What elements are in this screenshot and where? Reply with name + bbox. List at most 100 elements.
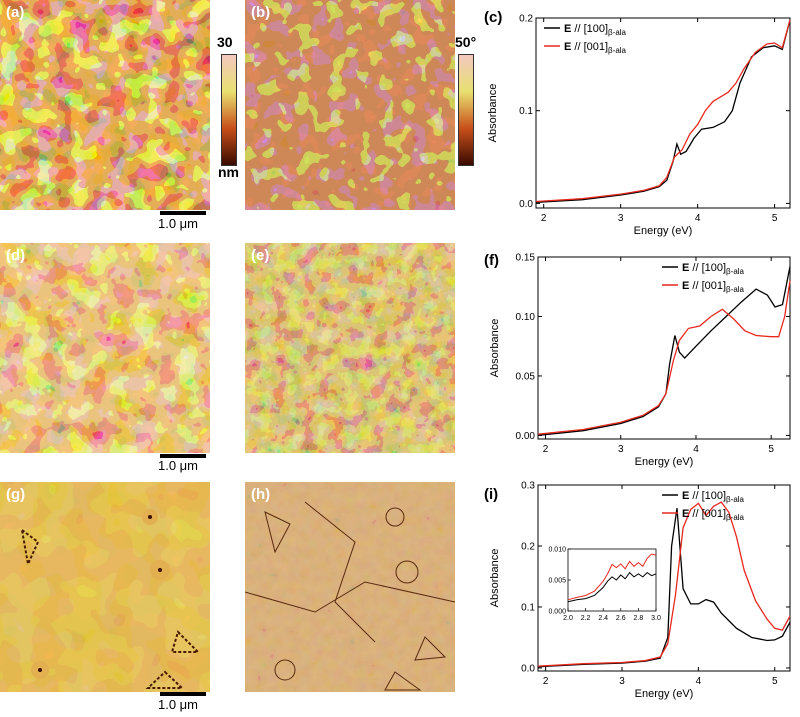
afm-height-image-g [0, 482, 210, 692]
afm-phase-image-e [245, 243, 455, 453]
panel-label-g: (g) [6, 486, 26, 503]
legend-dir-f-0: // [100] [689, 262, 726, 274]
inset-x-tick-label-5: 3.0 [651, 615, 661, 622]
legend-sub-i-1: β-ala [726, 513, 744, 522]
series-line-f-1 [537, 280, 791, 435]
afm-features-h [245, 501, 455, 691]
legend-text-f-1: E // [001]β-ala [682, 280, 745, 294]
y-tick-label-f-3: 0.15 [516, 253, 536, 264]
y-axis-label-c: Absorbance [487, 84, 499, 143]
inset-x-tick-label-0: 2.0 [563, 615, 573, 622]
afm-height-image-a [0, 0, 210, 210]
legend-text-f-0: E // [100]β-ala [682, 262, 745, 276]
y-axis-label-i: Absorbance [489, 549, 501, 608]
legend-e-f-0: E [682, 262, 689, 274]
colorbar-height-max: 30 [217, 34, 233, 50]
y-tick-label-i-1: 0.1 [521, 602, 535, 613]
panel-label-f: (f) [484, 252, 499, 269]
afm-height-image-d [0, 243, 210, 453]
inset-x-tick-label-3: 2.6 [616, 615, 626, 622]
x-tick-label-f-0: 2 [543, 444, 549, 455]
inset-frame-i [567, 548, 657, 612]
legend-e-f-1: E [682, 280, 689, 292]
panel-label-c: (c) [484, 9, 502, 26]
legend-sub-c-0: β-ala [608, 28, 626, 37]
legend-sub-i-0: β-ala [726, 495, 744, 504]
x-tick-label-f-1: 3 [618, 444, 624, 455]
chart-svg-f: (f) 2 3 4 5 0.00 0.05 0.10 0.15 Energy (eV) Absorb… [484, 252, 791, 468]
y-tick-label-i-3: 0.3 [521, 481, 535, 492]
inset-y-tick-label-2: 0.010 [548, 547, 566, 554]
x-tick-label-f-3: 5 [768, 444, 774, 455]
scale-label-d: 1.0 μm [158, 458, 199, 473]
y-tick-label-c-1: 0.1 [519, 106, 533, 117]
panel-label-d: (d) [6, 247, 26, 264]
x-axis-label-i: Energy (eV) [635, 688, 694, 700]
afm-features-g [20, 509, 201, 689]
legend-e-i-1: E [682, 508, 689, 520]
inset-series-line-0 [567, 571, 657, 603]
chart-svg-c: (c) 2 3 4 5 0.0 0.1 0.2 Energy (eV) Absorbance E /… [484, 9, 791, 237]
plot-frame-f [537, 256, 791, 440]
legend-sub-f-0: β-ala [726, 267, 744, 276]
legend-dir-i-0: // [100] [689, 490, 726, 502]
legend-text-i-1: E // [001]β-ala [682, 508, 745, 522]
legend-e-c-1: E [564, 41, 571, 53]
afm-texture-a [0, 0, 210, 210]
y-tick-label-c-0: 0.0 [519, 199, 533, 210]
y-tick-label-f-2: 0.10 [516, 312, 536, 323]
afm-texture-e [245, 243, 455, 453]
panel-label-h: (h) [251, 486, 271, 503]
legend-sub-c-1: β-ala [608, 46, 626, 55]
x-axis-label-f: Energy (eV) [635, 456, 694, 468]
legend-sub-f-1: β-ala [726, 285, 744, 294]
chart-svg-i: (i) 2 3 4 5 0.0 0.1 0.2 0.3 Energy (eV) Absorbance… [484, 481, 791, 700]
scale-bar-a [160, 211, 206, 215]
absorbance-chart-f: (f) 2 3 4 5 0.00 0.05 0.10 0.15 Energy (eV) Absorb… [480, 243, 800, 479]
afm-texture-d [0, 243, 210, 453]
x-tick-label-c-3: 5 [772, 213, 778, 224]
inset-x-tick-label-1: 2.2 [581, 615, 591, 622]
y-tick-label-i-2: 0.2 [521, 541, 535, 552]
panel-label-i: (i) [484, 486, 498, 503]
scale-label-a: 1.0 μm [158, 216, 199, 231]
inset-x-tick-label-4: 2.8 [634, 615, 644, 622]
inset-x-tick-label-2: 2.4 [598, 615, 608, 622]
colorbar-height-unit: nm [218, 164, 239, 180]
y-tick-label-f-0: 0.00 [516, 431, 536, 442]
scale-label-g: 1.0 μm [158, 697, 199, 712]
x-tick-label-i-2: 4 [696, 676, 702, 687]
y-tick-label-c-2: 0.2 [519, 14, 533, 25]
scale-bar-d [160, 454, 206, 458]
colorbar-phase [458, 54, 474, 166]
legend-text-i-0: E // [100]β-ala [682, 490, 745, 504]
legend-text-c-0: E // [100]β-ala [564, 23, 627, 37]
panel-label-e: (e) [251, 247, 270, 264]
inset-y-tick-label-0: 0.000 [548, 609, 566, 616]
afm-texture-b [245, 0, 455, 210]
legend-e-i-0: E [682, 490, 689, 502]
y-tick-label-f-1: 0.05 [516, 371, 536, 382]
plot-frame-c [535, 17, 791, 209]
y-tick-label-i-0: 0.0 [521, 663, 535, 674]
legend-dir-f-1: // [001] [689, 280, 726, 292]
legend-dir-i-1: // [001] [689, 508, 726, 520]
legend-dir-c-0: // [100] [571, 23, 608, 35]
legend-text-c-1: E // [001]β-ala [564, 41, 627, 55]
series-line-c-1 [535, 19, 791, 203]
legend-e-c-0: E [564, 23, 571, 35]
absorbance-chart-i: (i) 2 3 4 5 0.0 0.1 0.2 0.3 Energy (eV) Absorbance… [480, 479, 800, 712]
inset-y-tick-label-1: 0.005 [548, 578, 566, 585]
series-line-f-0 [537, 266, 791, 437]
panel-label-b: (b) [251, 4, 271, 21]
afm-phase-image-h [245, 482, 455, 692]
x-tick-label-i-0: 2 [543, 676, 549, 687]
plot-frame-i [537, 484, 791, 672]
colorbar-height [221, 54, 237, 166]
x-tick-label-i-1: 3 [619, 676, 625, 687]
x-tick-label-c-2: 4 [695, 213, 701, 224]
colorbar-phase-max: 50° [455, 34, 477, 50]
legend-dir-c-1: // [001] [571, 41, 608, 53]
afm-phase-image-b [245, 0, 455, 210]
x-tick-label-c-0: 2 [541, 213, 547, 224]
